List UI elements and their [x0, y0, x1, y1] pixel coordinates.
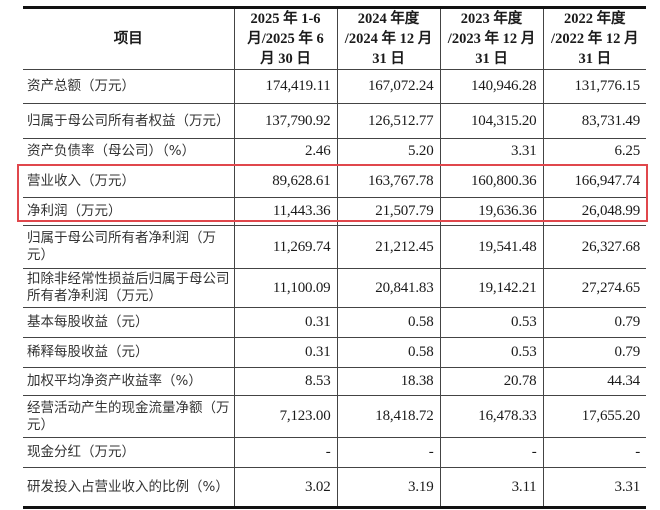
row-label: 扣除非经常性损益后归属于母公司所有者净利润（万元）	[23, 268, 235, 308]
cell-value: 0.79	[542, 337, 646, 368]
cell-value: 166,947.74	[542, 164, 646, 198]
table-row: 归属于母公司所有者净利润（万元） 11,269.74 21,212.45 19,541…	[23, 225, 646, 269]
table-row: 净利润（万元） 11,443.36 21,507.79 19,636.36 26,048…	[23, 197, 646, 226]
row-label: 基本每股收益（元）	[23, 307, 235, 338]
cell-value: 7,123.00	[233, 395, 338, 438]
row-label: 归属于母公司所有者权益（万元）	[23, 103, 235, 139]
cell-value: 3.31	[439, 138, 544, 165]
cell-value: 19,541.48	[439, 225, 544, 269]
cell-value: 137,790.92	[233, 103, 338, 139]
row-label: 归属于母公司所有者净利润（万元）	[23, 225, 235, 269]
cell-value: 21,507.79	[336, 197, 441, 226]
cell-value: 26,048.99	[542, 197, 646, 226]
cell-value: 20.78	[439, 367, 544, 396]
table-row: 稀释每股收益（元） 0.31 0.58 0.53 0.79	[23, 337, 646, 368]
cell-value: 0.53	[439, 337, 544, 368]
header-row: 项目 2025 年 1-6 月/2025 年 6 月 30 日 2024 年度 …	[23, 6, 646, 70]
header-2023: 2023 年度 /2023 年 12 月 31 日	[439, 6, 544, 70]
cell-value: -	[233, 437, 338, 468]
cell-value: 17,655.20	[542, 395, 646, 438]
cell-value: -	[336, 437, 441, 468]
row-label: 现金分红（万元）	[23, 437, 235, 468]
cell-value: 89,628.61	[233, 164, 338, 198]
cell-value: 0.31	[233, 307, 338, 338]
table-row: 现金分红（万元） - - - -	[23, 437, 646, 468]
cell-value: 20,841.83	[336, 268, 441, 308]
cell-value: 3.11	[439, 467, 544, 509]
cell-value: 18.38	[336, 367, 441, 396]
row-label: 经营活动产生的现金流量净额（万元）	[23, 395, 235, 438]
table-row: 经营活动产生的现金流量净额（万元） 7,123.00 18,418.72 16,478…	[23, 395, 646, 438]
table-row: 资产总额（万元） 174,419.11 167,072.24 140,946.28 13…	[23, 69, 646, 104]
row-label: 研发投入占营业收入的比例（%）	[23, 467, 235, 509]
cell-value: 6.25	[542, 138, 646, 165]
cell-value: 0.58	[336, 307, 441, 338]
cell-value: 83,731.49	[542, 103, 646, 139]
cell-value: 19,636.36	[439, 197, 544, 226]
cell-value: 3.19	[336, 467, 441, 509]
cell-value: 104,315.20	[439, 103, 544, 139]
header-item: 项目	[23, 6, 235, 70]
cell-value: 3.31	[542, 467, 646, 509]
cell-value: 131,776.15	[542, 69, 646, 104]
cell-value: 2.46	[233, 138, 338, 165]
cell-value: 0.58	[336, 337, 441, 368]
cell-value: 0.53	[439, 307, 544, 338]
table-row: 加权平均净资产收益率（%） 8.53 18.38 20.78 44.34	[23, 367, 646, 396]
cell-value: 26,327.68	[542, 225, 646, 269]
table-row: 资产负债率（母公司）（%） 2.46 5.20 3.31 6.25	[23, 138, 646, 165]
cell-value: 44.34	[542, 367, 646, 396]
row-label: 净利润（万元）	[23, 197, 235, 226]
header-2024: 2024 年度 /2024 年 12 月 31 日	[336, 6, 441, 70]
cell-value: 163,767.78	[336, 164, 441, 198]
financial-summary-table: 项目 2025 年 1-6 月/2025 年 6 月 30 日 2024 年度 …	[23, 6, 646, 509]
cell-value: 3.02	[233, 467, 338, 509]
cell-value: 19,142.21	[439, 268, 544, 308]
row-label: 稀释每股收益（元）	[23, 337, 235, 368]
cell-value: 21,212.45	[336, 225, 441, 269]
cell-value: 18,418.72	[336, 395, 441, 438]
cell-value: 174,419.11	[233, 69, 338, 104]
cell-value: 5.20	[336, 138, 441, 165]
cell-value: 167,072.24	[336, 69, 441, 104]
header-2022: 2022 年度 /2022 年 12 月 31 日	[542, 6, 646, 70]
header-2025h1: 2025 年 1-6 月/2025 年 6 月 30 日	[233, 6, 338, 70]
row-label: 资产总额（万元）	[23, 69, 235, 104]
cell-value: 140,946.28	[439, 69, 544, 104]
cell-value: 16,478.33	[439, 395, 544, 438]
cell-value: 0.31	[233, 337, 338, 368]
cell-value: -	[542, 437, 646, 468]
table-row: 基本每股收益（元） 0.31 0.58 0.53 0.79	[23, 307, 646, 338]
cell-value: 8.53	[233, 367, 338, 396]
cell-value: 0.79	[542, 307, 646, 338]
row-label: 营业收入（万元）	[23, 164, 235, 198]
cell-value: 11,100.09	[233, 268, 338, 308]
cell-value: 11,269.74	[233, 225, 338, 269]
table-row: 归属于母公司所有者权益（万元） 137,790.92 126,512.77 104,3…	[23, 103, 646, 139]
table-row: 研发投入占营业收入的比例（%） 3.02 3.19 3.11 3.31	[23, 467, 646, 509]
cell-value: -	[439, 437, 544, 468]
row-label: 加权平均净资产收益率（%）	[23, 367, 235, 396]
table-row: 营业收入（万元） 89,628.61 163,767.78 160,800.36 166…	[23, 164, 646, 198]
cell-value: 11,443.36	[233, 197, 338, 226]
cell-value: 160,800.36	[439, 164, 544, 198]
table-row: 扣除非经常性损益后归属于母公司所有者净利润（万元） 11,100.09 20,841…	[23, 268, 646, 308]
cell-value: 126,512.77	[336, 103, 441, 139]
cell-value: 27,274.65	[542, 268, 646, 308]
row-label: 资产负债率（母公司）（%）	[23, 138, 235, 165]
